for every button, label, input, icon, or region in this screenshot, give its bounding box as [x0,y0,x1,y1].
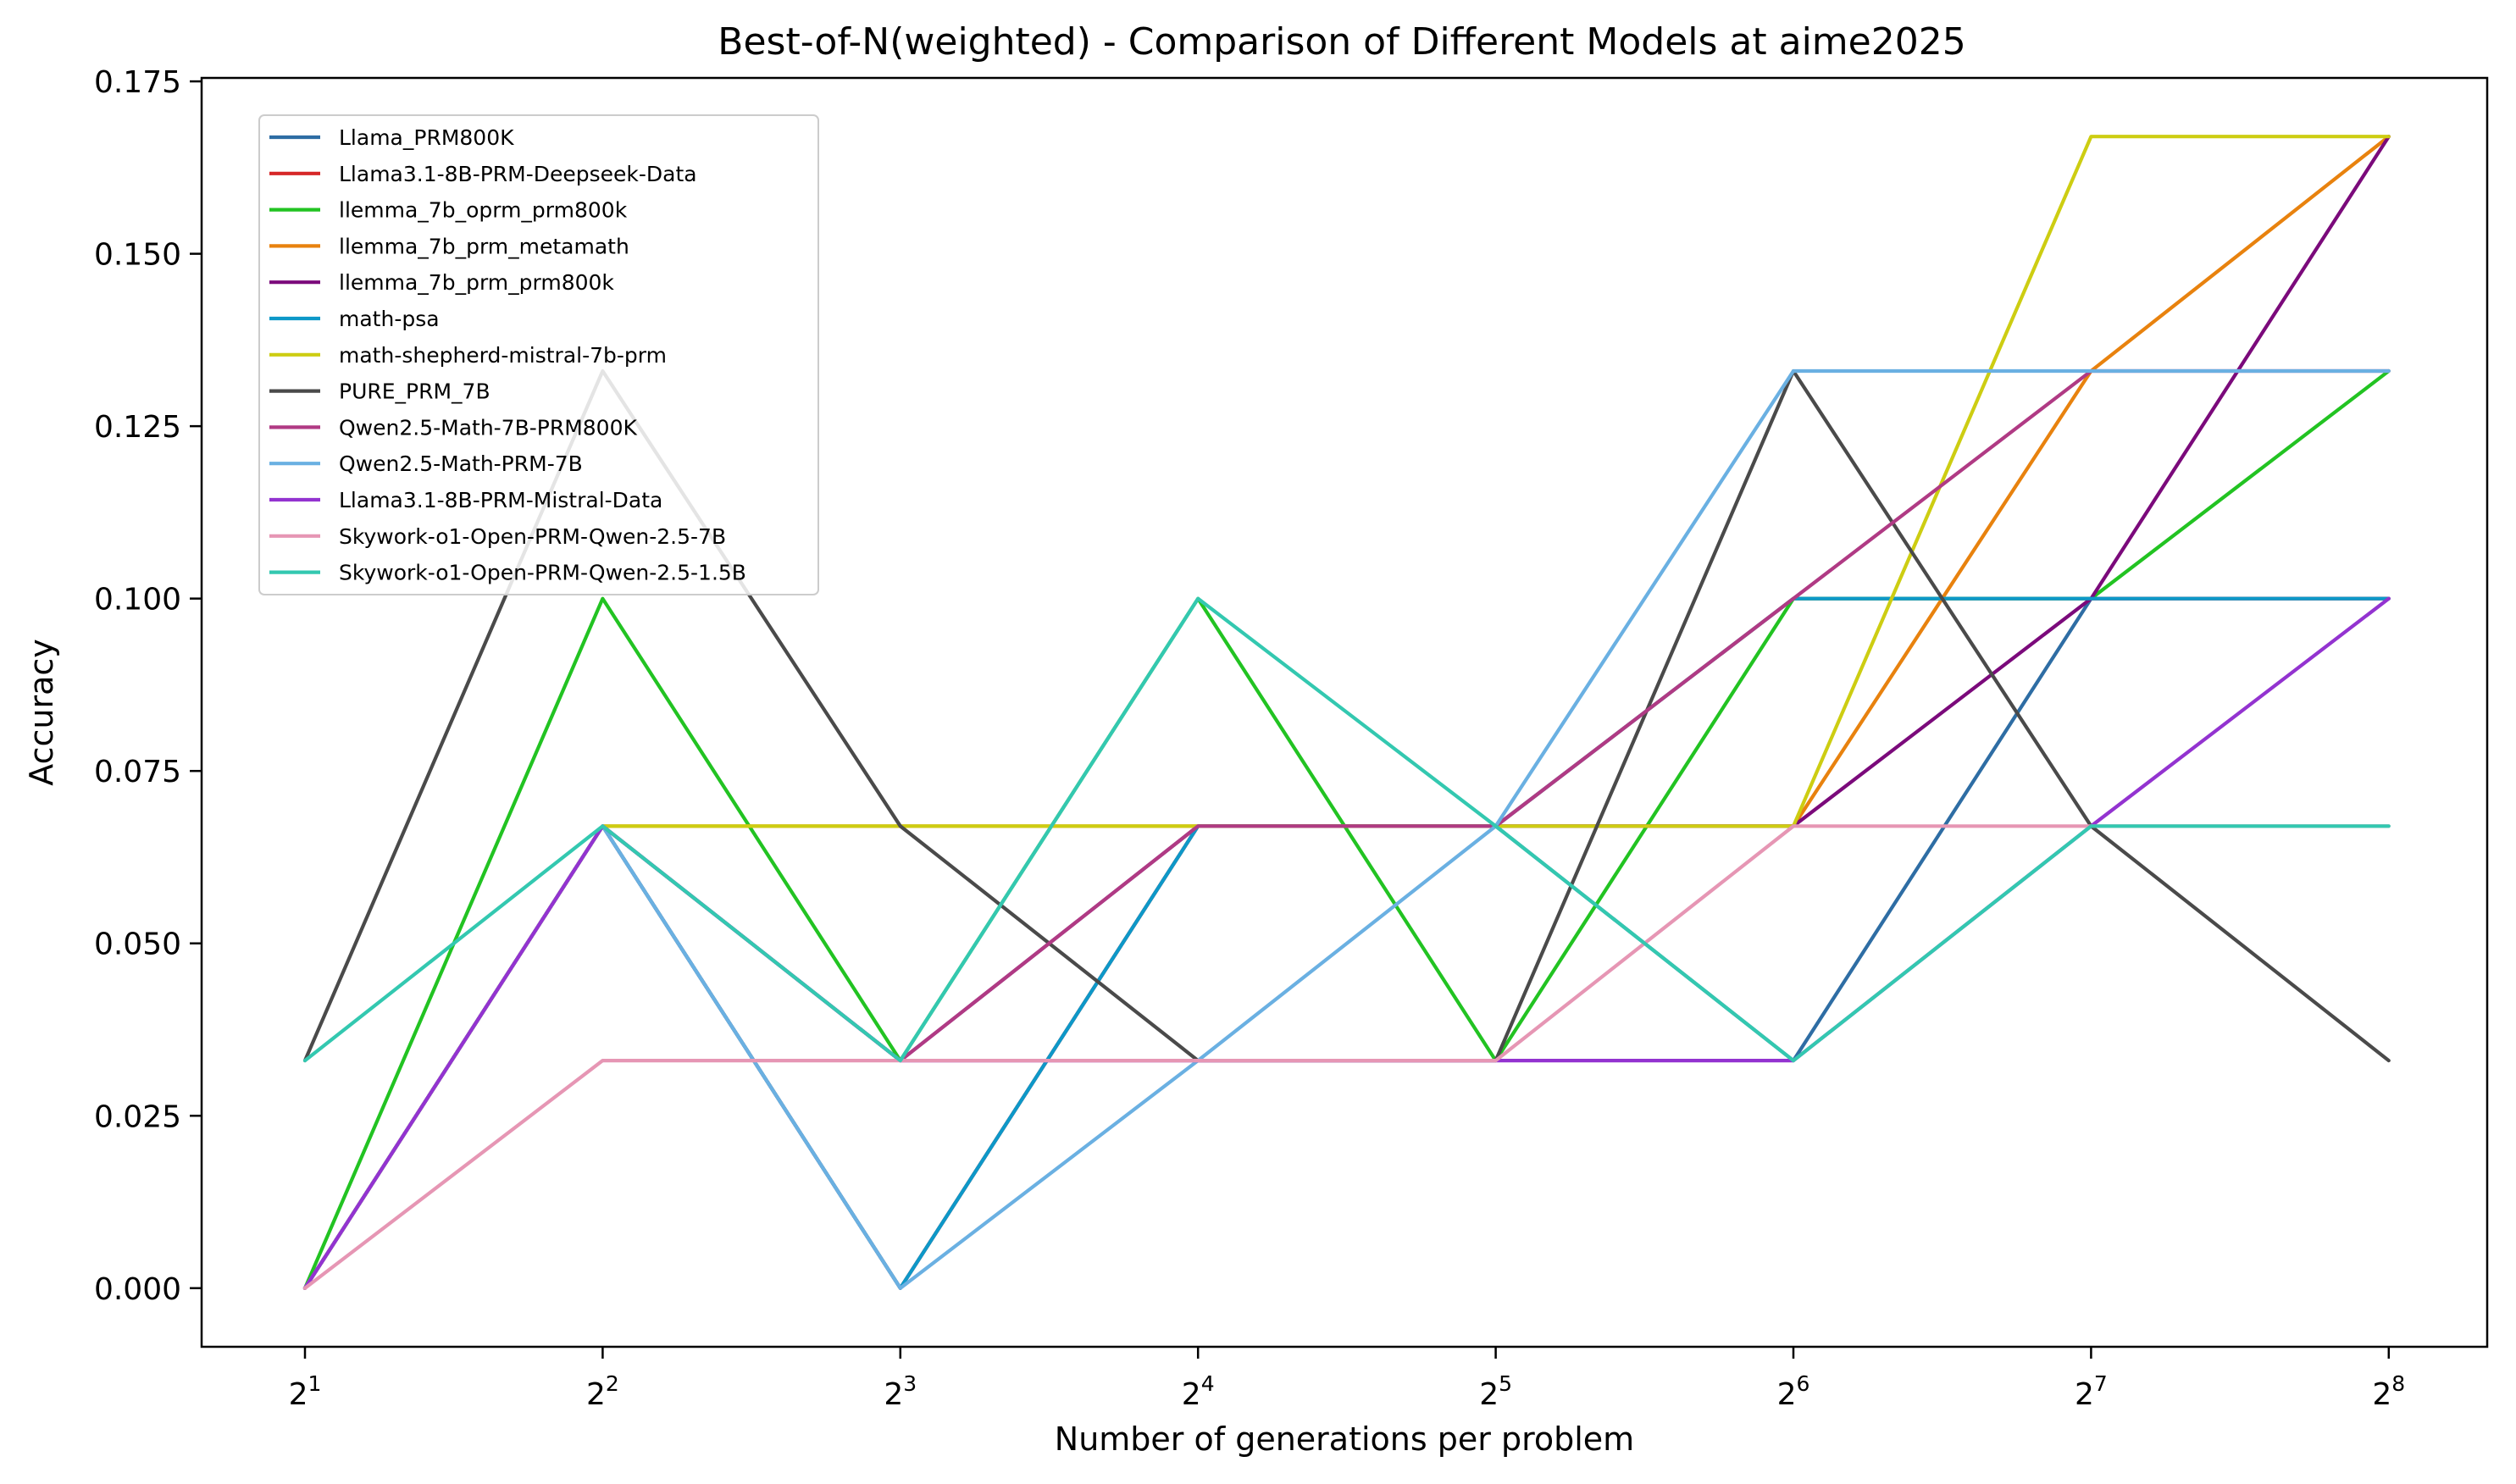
y-axis-label: Accuracy [23,639,60,786]
legend-label: llemma_7b_prm_prm800k [339,270,614,295]
x-axis: 21 22 23 24 25 26 27 28 [289,1347,2405,1412]
y-tick-label: 0.050 [94,928,181,962]
legend-label: Qwen2.5-Math-PRM-7B [339,451,583,476]
legend-label: PURE_PRM_7B [339,379,490,404]
legend-label: llemma_7b_oprm_prm800k [339,198,628,223]
legend-label: math-psa [339,307,440,331]
y-tick-label: 0.125 [94,410,181,445]
legend-label: Qwen2.5-Math-7B-PRM800K [339,415,637,440]
series-line-9 [302,368,2391,1290]
x-tick-label: 28 [2372,1371,2405,1412]
x-tick-label: 21 [289,1371,322,1412]
x-tick-label: 25 [1479,1371,1512,1412]
x-tick-label: 22 [586,1371,619,1412]
legend-label: llemma_7b_prm_metamath [339,234,629,258]
legend-label: Llama_PRM800K [339,125,514,150]
legend-label: Llama3.1-8B-PRM-Deepseek-Data [339,162,697,186]
x-tick-label: 27 [2075,1371,2108,1412]
plot-frame [200,76,2489,1348]
x-tick-label: 24 [1182,1371,1215,1412]
legend: Llama_PRM800K Llama3.1-8B-PRM-Deepseek-Da… [258,114,819,595]
y-tick-label: 0.075 [94,755,181,789]
legend-label: Llama3.1-8B-PRM-Mistral-Data [339,488,662,512]
series-lines [302,135,2391,1290]
legend-label: Skywork-o1-Open-PRM-Qwen-2.5-1.5B [339,561,746,585]
y-tick-label: 0.100 [94,583,181,617]
y-tick-label: 0.025 [94,1099,181,1134]
chart-title: Best-of-N(weighted) - Comparison of Diff… [718,20,1965,64]
legend-label: math-shepherd-mistral-7b-prm [339,343,667,368]
legend-box [258,114,819,595]
series-line-11 [302,824,2391,1290]
x-tick-label: 23 [884,1371,917,1412]
y-tick-label: 0.175 [94,65,181,100]
series-line-12 [302,596,2391,1063]
legend-label: Skywork-o1-Open-PRM-Qwen-2.5-7B [339,524,726,549]
y-tick-label: 0.000 [94,1272,181,1307]
x-tick-label: 26 [1777,1371,1810,1412]
x-axis-label: Number of generations per problem [1055,1420,1634,1458]
y-axis: 0.000 0.025 0.050 0.075 0.100 0.125 0.150 0.175 [94,65,202,1307]
y-tick-label: 0.150 [94,238,181,273]
